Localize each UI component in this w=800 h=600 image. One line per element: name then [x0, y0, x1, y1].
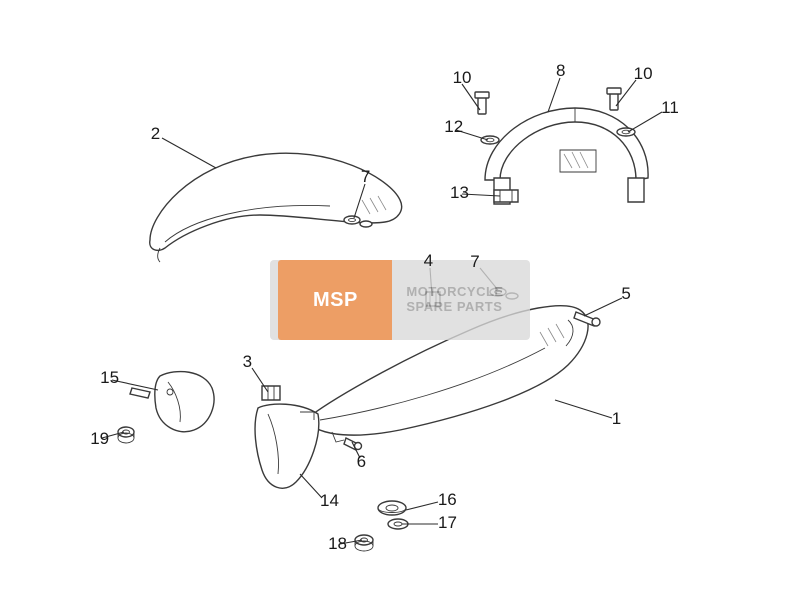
- part-15-cover: [155, 372, 214, 432]
- callout-8: 8: [556, 61, 565, 81]
- callout-12: 12: [444, 117, 463, 137]
- watermark-badge: MSP: [278, 260, 392, 340]
- callout-19: 19: [90, 429, 109, 449]
- callout-14: 14: [320, 491, 339, 511]
- part-19: [118, 427, 134, 443]
- part-18: [355, 535, 373, 551]
- callout-15: 15: [100, 368, 119, 388]
- callout-18: 18: [328, 534, 347, 554]
- part-16: [378, 501, 406, 515]
- part-14: [255, 404, 319, 488]
- callout-10: 10: [453, 68, 472, 88]
- watermark-badge-text: MSP: [313, 289, 358, 312]
- callout-10-b: 10: [634, 64, 653, 84]
- callout-4: 4: [424, 251, 433, 271]
- callout-17: 17: [438, 513, 457, 533]
- watermark: MSP MOTORCYCLE SPARE PARTS: [270, 260, 530, 340]
- part-10-right: [607, 88, 621, 110]
- callout-2: 2: [151, 124, 160, 144]
- callout-7: 7: [361, 167, 370, 187]
- part-15-screw: [130, 388, 150, 398]
- part-3: [262, 386, 280, 400]
- watermark-line1: MOTORCYCLE: [406, 285, 503, 300]
- callout-16: 16: [438, 490, 457, 510]
- callout-1: 1: [612, 409, 621, 429]
- part-10-left: [475, 92, 489, 114]
- callout-5: 5: [621, 284, 630, 304]
- callout-7-b: 7: [470, 252, 479, 272]
- diagram-stage: MSP MOTORCYCLE SPARE PARTS 1234567781010…: [0, 0, 800, 600]
- callout-6: 6: [357, 452, 366, 472]
- watermark-text: MOTORCYCLE SPARE PARTS: [392, 260, 521, 340]
- callout-13: 13: [450, 183, 469, 203]
- part-12: [481, 136, 499, 144]
- callout-11: 11: [661, 98, 679, 118]
- callout-3: 3: [243, 352, 252, 372]
- watermark-line2: SPARE PARTS: [406, 300, 503, 315]
